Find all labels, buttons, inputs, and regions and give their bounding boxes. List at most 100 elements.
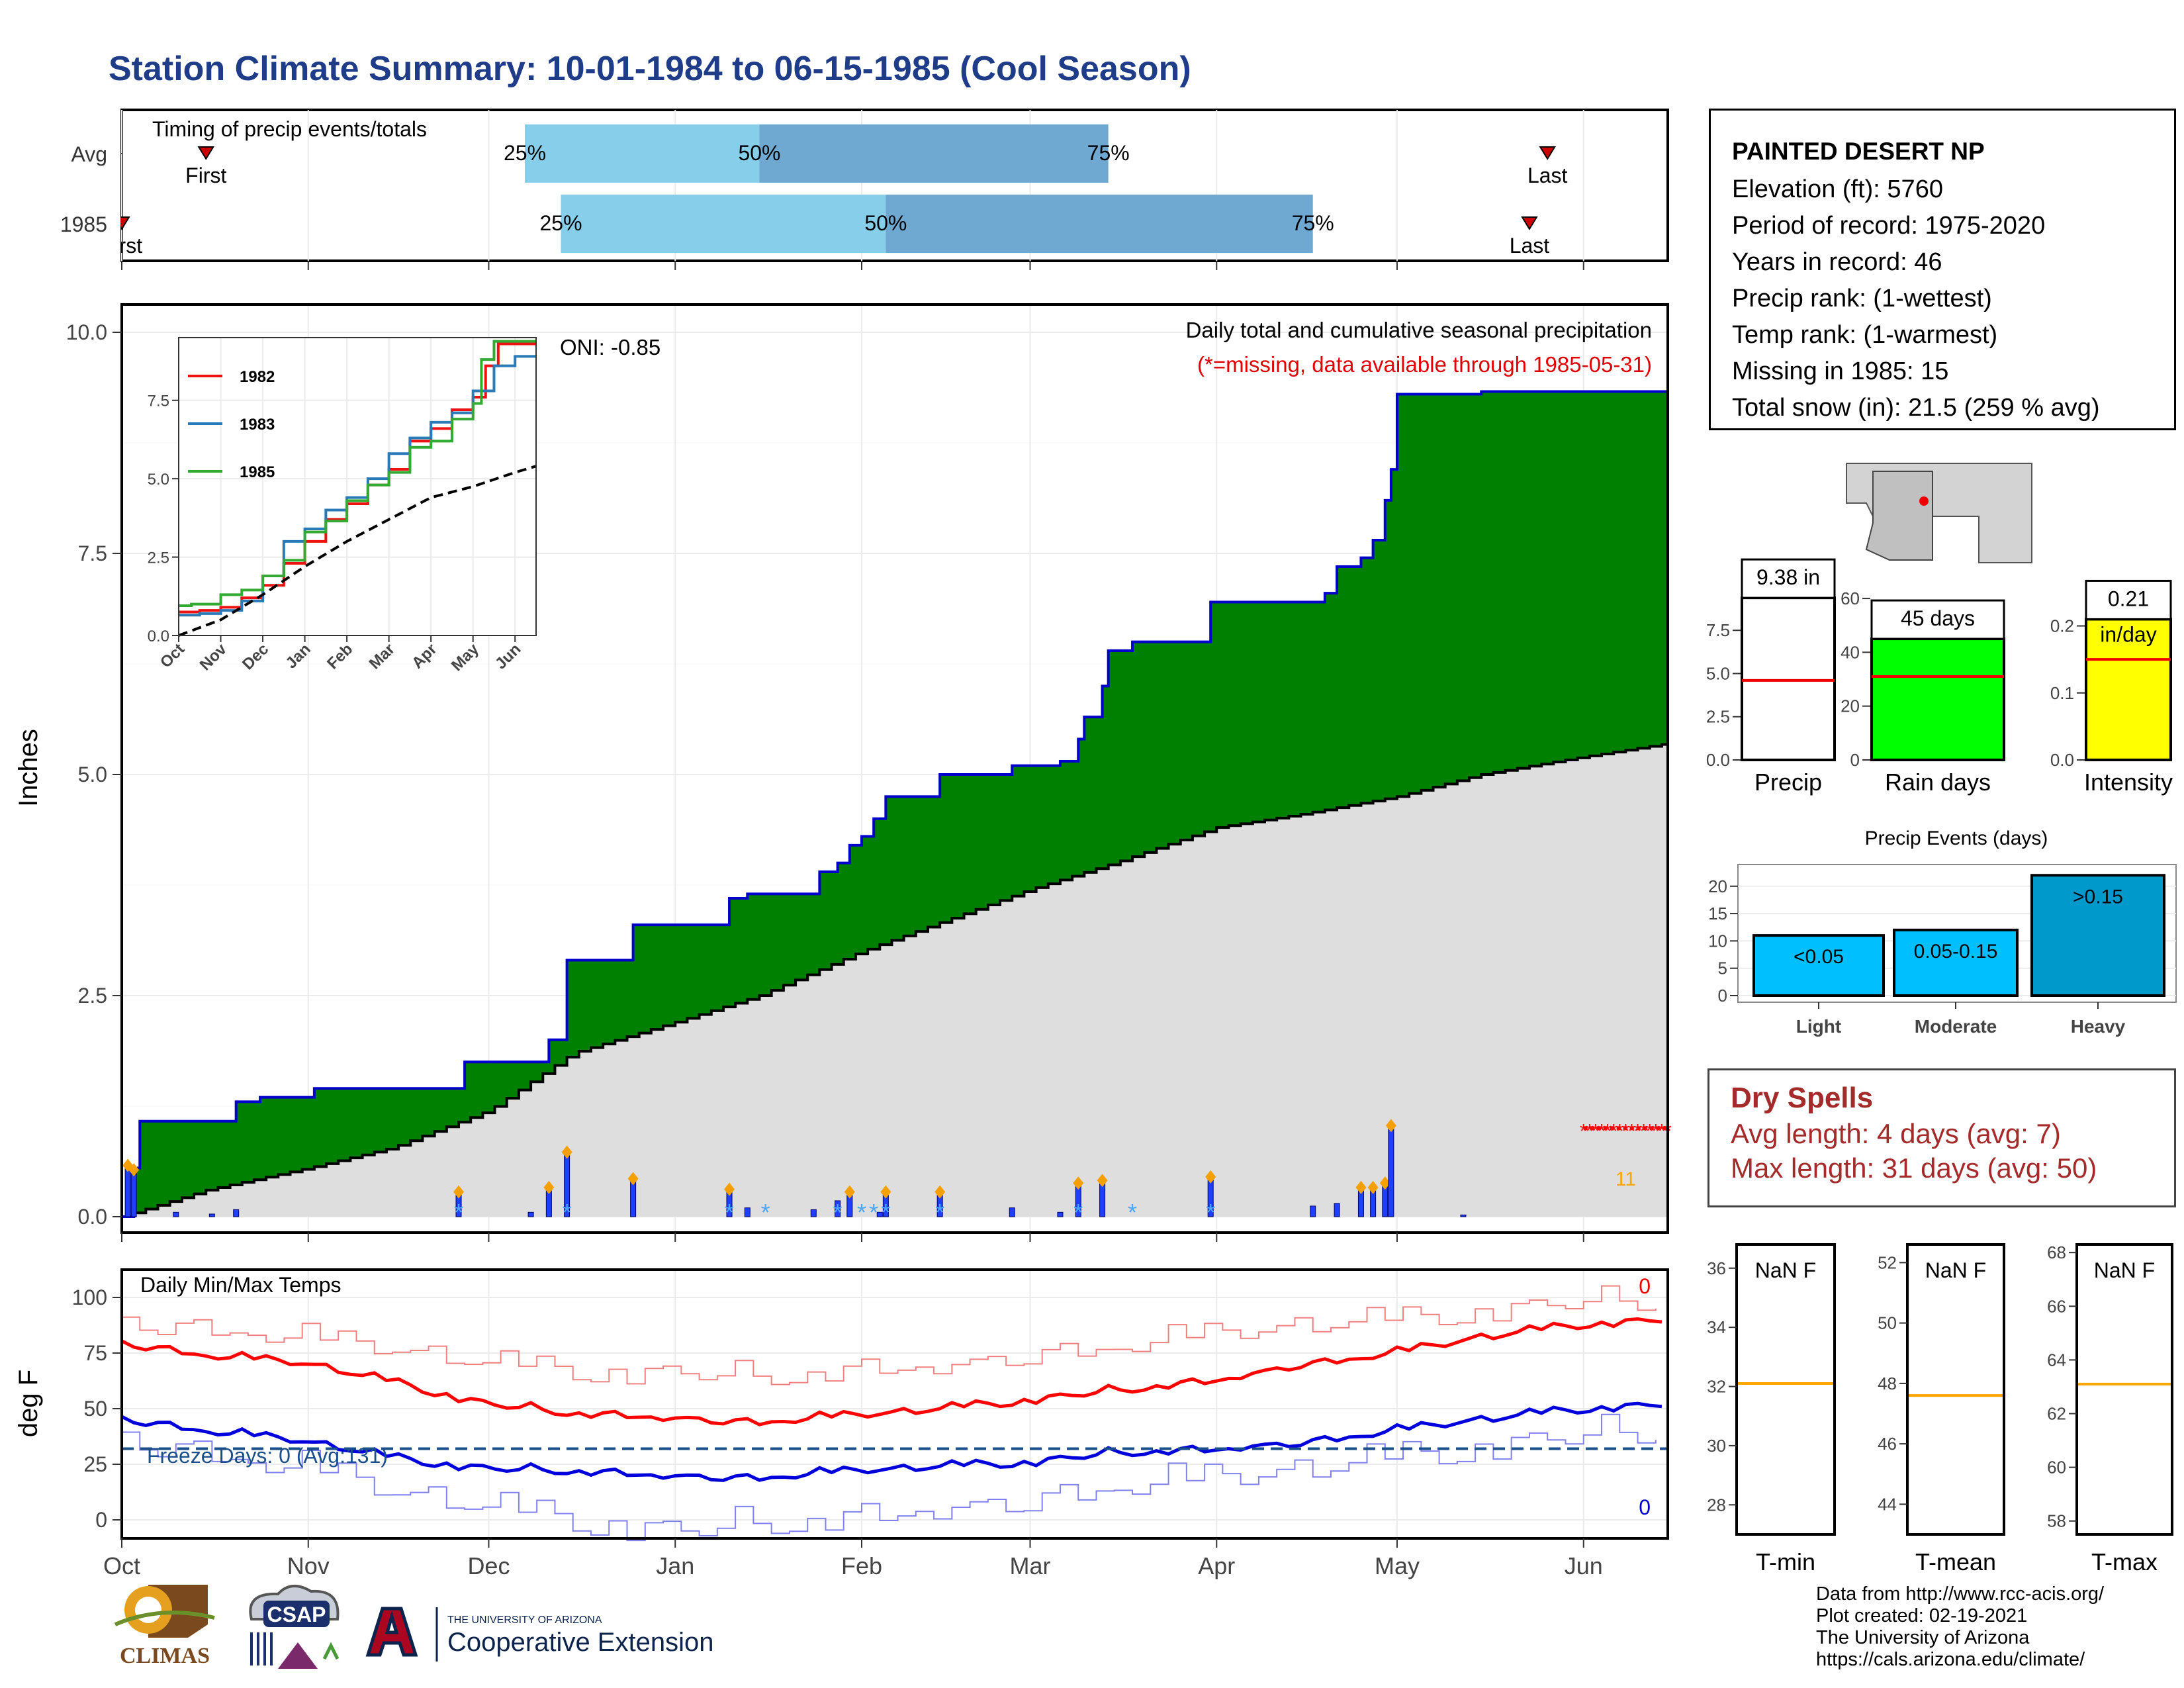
summary-value-intensity: 0.21 (2108, 586, 2149, 610)
summary-y-tick-label: 40 (1841, 642, 1860, 662)
precip-missing-note: (*=missing, data available through 1985-… (1197, 352, 1652, 377)
daily-precip-bar (876, 1211, 883, 1217)
daily-precip-bar (1310, 1205, 1316, 1217)
precip-y-axis-label: Inches (14, 729, 43, 807)
summary-y-tick-label: 20 (1841, 696, 1860, 716)
station-temp-rank: Temp rank: (1-warmest) (1732, 321, 1998, 349)
station-years: Years in record: 46 (1732, 248, 1942, 276)
daily-precip-bar (1099, 1182, 1106, 1217)
timing-last-marker (1521, 216, 1538, 230)
timing-label-75: 75% (1292, 211, 1334, 235)
summary-label-rain_days: Rain days (1885, 769, 1991, 796)
missing-day-marker: * (1610, 1120, 1617, 1142)
x-axis-month-label: Feb (841, 1552, 882, 1579)
summary-y-tick-label: 0.0 (1706, 750, 1730, 770)
credits-plot-date: Plot created: 02-19-2021 (1816, 1605, 2028, 1626)
missing-day-marker: * (1615, 1120, 1623, 1142)
snow-day-marker: * (935, 1199, 944, 1226)
snow-day-marker: * (454, 1199, 463, 1226)
missing-day-marker: * (1634, 1120, 1642, 1142)
timing-label-50: 50% (864, 211, 907, 235)
average-cumulative-line (122, 743, 1668, 1218)
summary-value-box-intensity (2085, 579, 2172, 620)
x-axis-month-label: May (1375, 1552, 1420, 1579)
daily-precip-marker (627, 1172, 639, 1186)
daily-precip-marker (1385, 1119, 1396, 1133)
daily-precip-bar (1334, 1203, 1340, 1217)
daily-precip-bar (630, 1181, 637, 1217)
locator-map-arizona (1865, 471, 1933, 561)
snow-day-marker: * (1128, 1199, 1137, 1226)
temp-min-count: 0 (1639, 1495, 1651, 1519)
summary-bar-intensity (2085, 618, 2172, 762)
dry-spells-box: Dry Spells Avg length: 4 days (avg: 7) M… (1707, 1068, 2176, 1207)
temp-summary-y-tick-label: 34 (1707, 1317, 1726, 1337)
missing-day-marker: * (1640, 1120, 1648, 1142)
temp-summary-label: T-min (1756, 1548, 1815, 1575)
snow-day-marker: * (833, 1199, 842, 1226)
timing-bar-50-75 (886, 195, 1313, 253)
timing-bar-25-50 (561, 195, 886, 253)
daily-precip-bar (1009, 1207, 1015, 1217)
freeze-days-text: Freeze Days: 0 (Avg:131) (147, 1444, 388, 1468)
summary-value-precip: 9.38 in (1756, 565, 1820, 589)
events-x-label: Light (1796, 1016, 1841, 1037)
daily-precip-marker (1355, 1180, 1367, 1194)
summary-value-unit-intensity: in/day (2100, 622, 2156, 646)
daily-precip-marker (934, 1185, 946, 1199)
daily-precip-marker (1367, 1180, 1379, 1194)
missing-day-marker: * (1646, 1120, 1654, 1142)
temp-panel-frame (120, 1268, 1669, 1540)
temp-y-axis-label: deg F (14, 1370, 43, 1437)
events-x-label: Moderate (1915, 1016, 1997, 1037)
missing-count: 11 (1615, 1168, 1636, 1190)
precip-y-tick-label: 0.0 (78, 1205, 107, 1229)
events-y-tick-label: 10 (1708, 931, 1727, 951)
dry-spells-title: Dry Spells (1731, 1082, 1874, 1114)
precip-panel-frame (120, 303, 1669, 1234)
temp-summary-y-tick-label: 66 (2047, 1296, 2066, 1316)
timing-label-25: 25% (504, 141, 546, 165)
inset-y-tick-label: 2.5 (148, 549, 169, 567)
station-precip-rank: Precip rank: (1-wettest) (1732, 285, 1992, 312)
temp-y-tick-label: 100 (72, 1286, 107, 1309)
missing-day-marker: * (1604, 1120, 1612, 1142)
credits-university: The University of Arizona (1816, 1627, 2030, 1648)
station-snow: Total snow (in): 21.5 (259 % avg) (1732, 394, 2100, 422)
average-max-line (120, 1317, 1662, 1427)
daily-precip-bar (1370, 1190, 1377, 1217)
university-of-arizona-logo: THE UNIVERSITY OF ARIZONA Cooperative Ex… (365, 1607, 713, 1662)
station-elevation: Elevation (ft): 5760 (1732, 175, 1943, 203)
daily-precip-bar (124, 1168, 131, 1217)
temp-summary-value: NaN F (1755, 1258, 1816, 1282)
inset-y-tick-label: 0.0 (148, 628, 169, 645)
temp-summary-box-1 (1906, 1243, 2005, 1536)
temp-panel-title: Daily Min/Max Temps (140, 1273, 341, 1297)
temp-summary-y-tick-label: 36 (1707, 1258, 1726, 1278)
climas-logo: CLIMAS (114, 1585, 215, 1668)
inset-series-line-1985 (179, 340, 536, 607)
dry-spells-avg: Avg length: 4 days (avg: 7) (1731, 1118, 2061, 1149)
daily-precip-bar (1382, 1185, 1388, 1217)
inset-legend-label: 1982 (240, 368, 275, 386)
temp-y-tick-label: 75 (83, 1341, 107, 1365)
events-bar-label: 0.05-0.15 (1914, 941, 1998, 962)
daily-precip-bar (130, 1172, 137, 1217)
daily-precip-bar (233, 1209, 240, 1217)
station-location-marker (1919, 496, 1929, 506)
temp-panel-bg (122, 1270, 1668, 1538)
temp-summary-label: T-mean (1915, 1548, 1996, 1575)
summary-y-tick-label: 0 (1850, 750, 1860, 770)
temp-summary-box-2 (2075, 1243, 2173, 1536)
temp-summary-value: NaN F (2094, 1258, 2155, 1282)
temp-summary-value: NaN F (1925, 1258, 1986, 1282)
missing-day-marker: * (1580, 1120, 1588, 1142)
events-y-tick-label: 20 (1708, 876, 1727, 896)
temp-summary-y-tick-label: 50 (1878, 1313, 1897, 1333)
snow-day-marker: * (563, 1199, 572, 1226)
daily-precip-bar (208, 1213, 215, 1217)
timing-title: Timing of precip events/totals (152, 117, 427, 141)
summary-label-intensity: Intensity (2084, 769, 2173, 796)
summary-bar-rain_days (1870, 637, 2005, 762)
missing-day-marker: * (1586, 1120, 1594, 1142)
